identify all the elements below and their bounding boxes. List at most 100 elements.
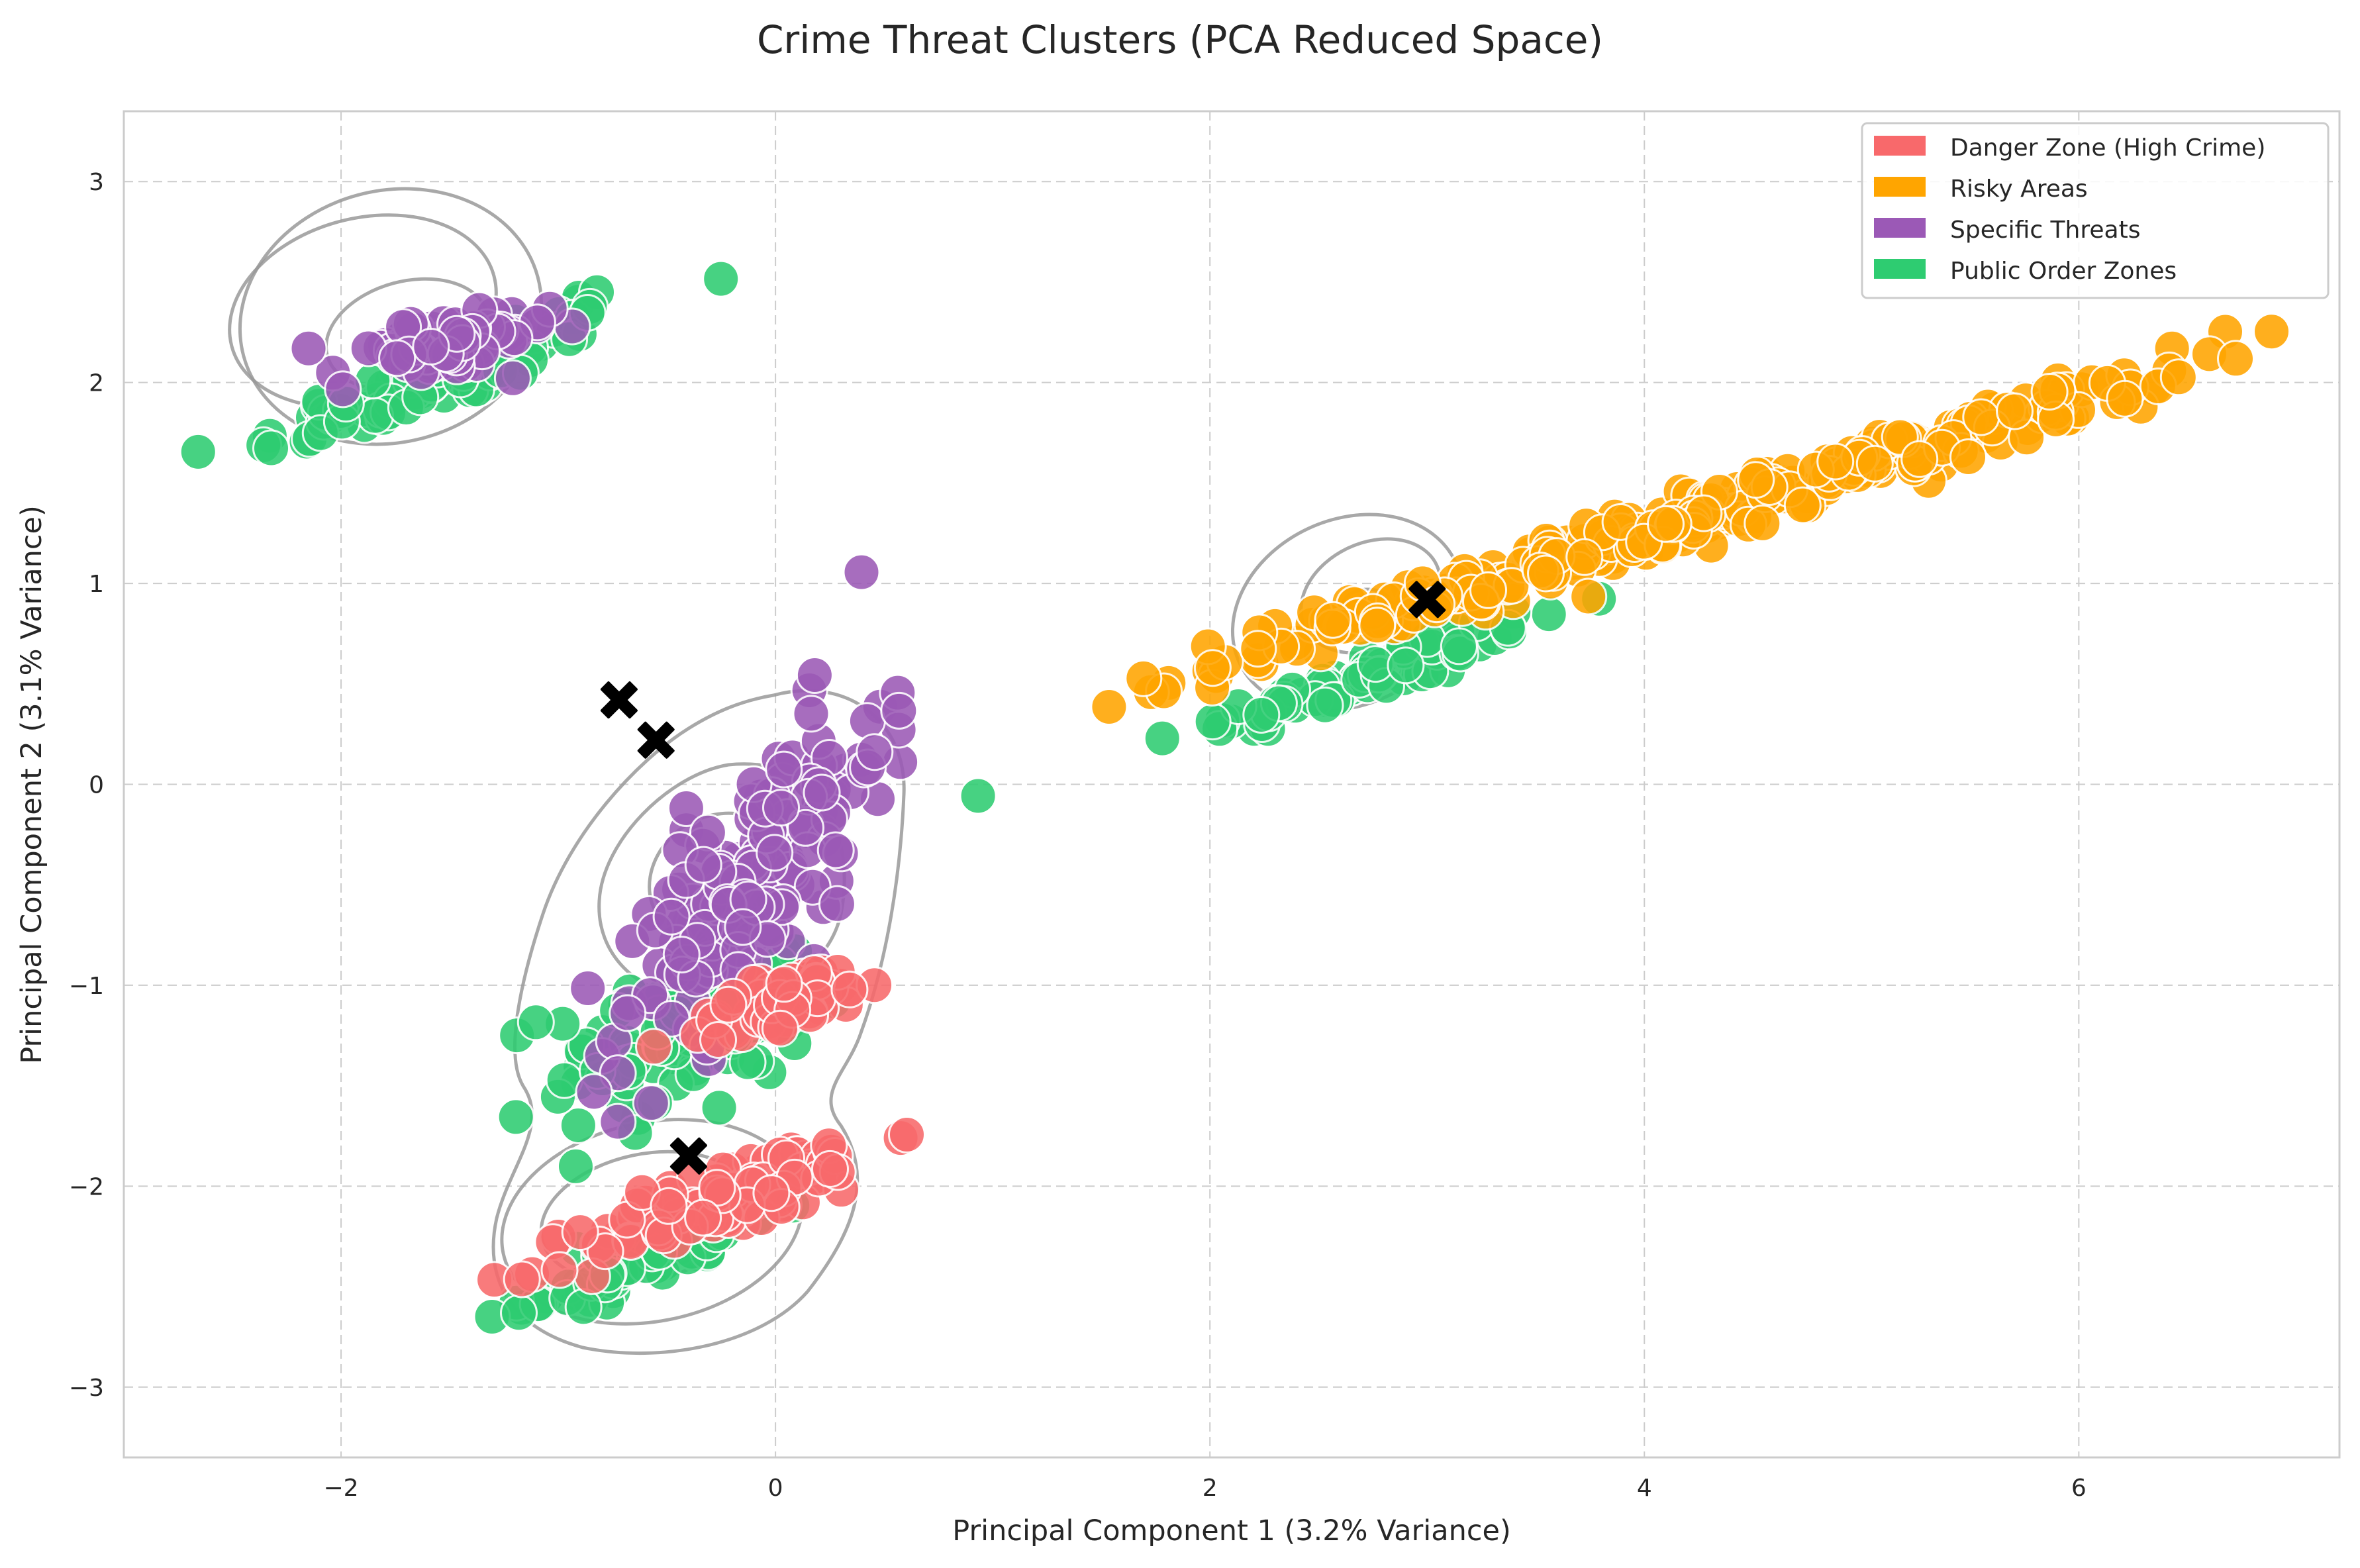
data-point xyxy=(856,733,894,771)
data-point xyxy=(1744,504,1782,542)
y-axis-label: Principal Component 2 (3.1% Variance) xyxy=(15,505,48,1063)
data-point xyxy=(1387,646,1425,685)
density-contour xyxy=(238,187,544,446)
data-point xyxy=(1855,444,1894,483)
data-point xyxy=(2159,358,2198,397)
data-point xyxy=(1239,630,1277,668)
data-point xyxy=(2217,340,2255,378)
chart-title: Crime Threat Clusters (PCA Reduced Space… xyxy=(757,17,1603,62)
legend-swatch-risky xyxy=(1874,177,1926,197)
data-point xyxy=(1193,649,1232,687)
legend-swatch-public xyxy=(1874,259,1926,279)
x-tick-label: 0 xyxy=(768,1475,783,1502)
cluster-centroids xyxy=(600,581,1446,1175)
data-point xyxy=(1530,595,1568,634)
data-point xyxy=(1090,688,1128,726)
data-point xyxy=(1440,627,1478,665)
data-point xyxy=(662,936,701,974)
legend-label-danger: Danger Zone (High Crime) xyxy=(1950,134,2265,162)
data-point xyxy=(888,1116,926,1153)
data-point xyxy=(1358,607,1397,645)
data-point xyxy=(1569,577,1608,616)
centroid-marker xyxy=(600,681,638,719)
data-point xyxy=(1962,398,2000,436)
data-point xyxy=(650,1187,688,1225)
data-point xyxy=(684,1199,722,1237)
data-point xyxy=(2106,379,2144,418)
data-point xyxy=(252,429,290,467)
data-point xyxy=(765,965,803,1003)
data-point xyxy=(1900,440,1939,478)
data-point xyxy=(497,1098,535,1136)
legend-frame xyxy=(1861,122,2330,299)
y-tick-label: 1 xyxy=(89,571,104,598)
data-point xyxy=(632,1084,670,1122)
data-point xyxy=(1996,392,2034,430)
data-point xyxy=(959,777,997,815)
data-point xyxy=(762,789,800,827)
data-point xyxy=(1242,696,1281,734)
y-tick-label: −2 xyxy=(69,1173,104,1200)
data-point xyxy=(1469,571,1507,609)
data-point xyxy=(500,1294,538,1332)
data-point xyxy=(761,1009,799,1048)
data-point xyxy=(652,897,691,936)
data-point xyxy=(816,831,855,869)
x-tick-label: 4 xyxy=(1637,1475,1652,1502)
data-point xyxy=(787,808,824,847)
data-point xyxy=(1949,438,1987,476)
data-point xyxy=(699,1021,737,1059)
data-point xyxy=(503,1260,541,1298)
data-point xyxy=(765,750,803,789)
centroid-marker xyxy=(669,1137,707,1175)
y-tick-label: 3 xyxy=(89,169,104,196)
data-point xyxy=(2253,313,2290,351)
data-point xyxy=(792,695,830,733)
data-point xyxy=(516,1003,555,1042)
y-tick-label: 0 xyxy=(89,772,104,799)
data-point xyxy=(179,432,217,471)
data-point xyxy=(1737,461,1775,499)
centroid-marker xyxy=(637,721,675,759)
data-point xyxy=(1306,686,1344,724)
data-point xyxy=(569,969,607,1007)
data-point xyxy=(1783,486,1822,524)
data-point xyxy=(803,773,841,812)
data-point xyxy=(1565,538,1604,576)
data-point xyxy=(756,834,794,872)
data-point xyxy=(586,1232,624,1271)
data-point xyxy=(1527,554,1565,593)
legend: Danger Zone (High Crime) Risky Areas Spe… xyxy=(1861,122,2330,299)
data-point xyxy=(561,1213,599,1251)
scatter-points xyxy=(179,260,2290,1336)
legend-label-threats: Specific Threats xyxy=(1950,217,2140,244)
data-point xyxy=(412,328,450,366)
data-point xyxy=(842,553,881,591)
x-tick-label: 2 xyxy=(1203,1475,1218,1502)
data-point xyxy=(709,985,748,1024)
centroid-marker xyxy=(1408,581,1446,618)
x-tick-label: −2 xyxy=(324,1475,359,1502)
data-point xyxy=(667,789,705,827)
data-point xyxy=(1143,719,1181,758)
legend-swatch-danger xyxy=(1874,136,1926,156)
legend-swatch-threats xyxy=(1874,218,1926,238)
legend-label-risky: Risky Areas xyxy=(1950,175,2088,203)
data-point xyxy=(609,994,647,1032)
axis-ticks: −2 0 2 4 6 −3 −2 −1 0 1 2 3 xyxy=(69,169,2087,1502)
data-point xyxy=(702,260,740,298)
data-point xyxy=(1647,505,1685,543)
data-point xyxy=(557,1147,595,1185)
data-point xyxy=(599,1102,637,1141)
y-tick-label: −1 xyxy=(69,973,104,1000)
data-point xyxy=(289,329,328,368)
data-point xyxy=(684,846,722,884)
data-point xyxy=(1816,442,1855,481)
data-point xyxy=(752,1174,791,1212)
data-point xyxy=(795,656,834,694)
y-tick-label: −3 xyxy=(69,1375,104,1402)
data-point xyxy=(635,1028,673,1066)
data-point xyxy=(378,339,417,377)
data-point xyxy=(493,359,532,397)
